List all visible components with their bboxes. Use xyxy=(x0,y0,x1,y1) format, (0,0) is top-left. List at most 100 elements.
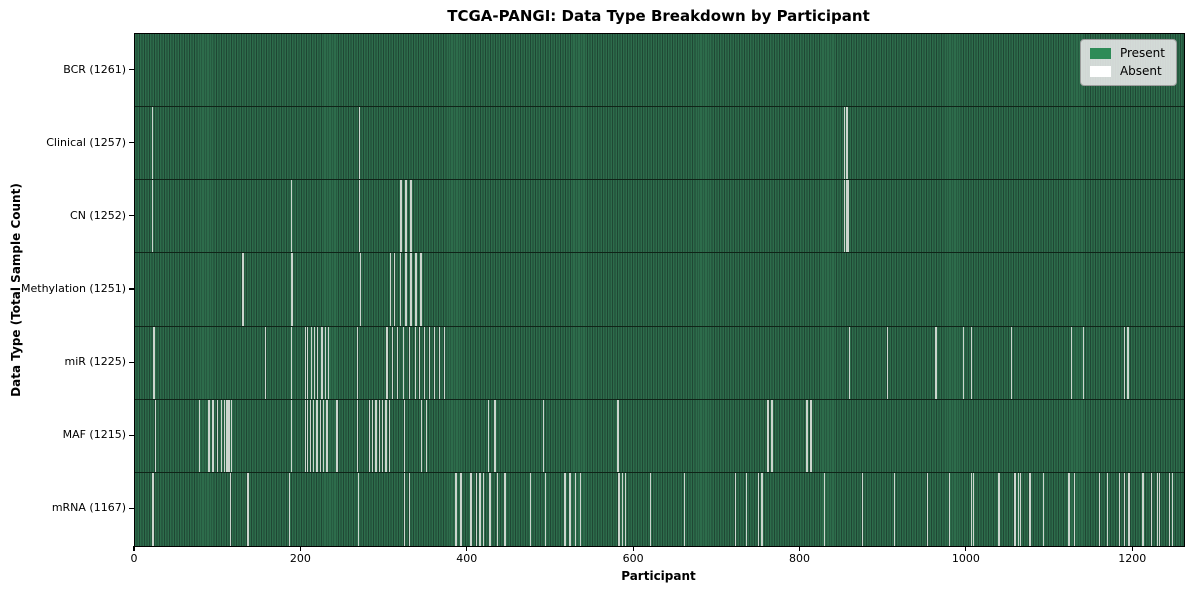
x-tick-mark xyxy=(965,546,967,551)
absent-mark xyxy=(154,399,157,472)
absent-mark xyxy=(530,472,532,546)
absent-mark xyxy=(569,472,571,546)
absent-mark xyxy=(617,399,619,472)
absent-mark xyxy=(378,399,381,472)
absent-mark xyxy=(1169,472,1171,546)
absent-mark xyxy=(199,399,201,472)
absent-mark xyxy=(358,180,361,253)
absent-mark xyxy=(402,326,405,399)
absent-mark xyxy=(455,472,457,546)
absent-mark xyxy=(420,253,422,326)
absent-mark xyxy=(972,472,974,546)
y-tick-label: miR (1225) xyxy=(64,355,127,369)
legend-item-present: Present xyxy=(1089,46,1165,60)
x-tick-mark xyxy=(133,546,135,551)
legend-label-present: Present xyxy=(1119,46,1165,60)
absent-mark xyxy=(998,472,1000,546)
absent-mark xyxy=(971,472,973,546)
absent-mark xyxy=(862,472,864,546)
absent-mark xyxy=(1124,472,1126,546)
x-tick-label: 200 xyxy=(289,552,311,565)
absent-mark xyxy=(843,107,846,180)
absent-mark xyxy=(684,472,686,546)
absent-mark xyxy=(948,472,950,546)
absent-mark xyxy=(476,472,478,546)
absent-mark xyxy=(1127,326,1129,399)
absent-mark xyxy=(649,472,652,546)
absent-mark xyxy=(153,326,155,399)
absent-mark xyxy=(1070,326,1073,399)
x-tick-label: 800 xyxy=(789,552,810,565)
row-mrna xyxy=(135,472,1184,546)
absent-mark xyxy=(962,326,965,399)
absent-mark xyxy=(375,399,377,472)
absent-mark xyxy=(290,180,292,253)
absent-mark xyxy=(935,326,937,399)
x-axis-label: Participant xyxy=(621,569,696,583)
absent-mark xyxy=(847,180,850,253)
absent-mark xyxy=(426,399,428,472)
absent-mark xyxy=(494,399,496,472)
absent-mark xyxy=(487,399,489,472)
x-tick-mark xyxy=(632,546,634,551)
absent-mark xyxy=(1142,472,1144,546)
x-tick-mark xyxy=(299,546,301,551)
absent-mark xyxy=(405,180,407,253)
absent-mark xyxy=(887,326,889,399)
absent-mark xyxy=(1020,472,1022,546)
y-tick-mark xyxy=(129,68,134,71)
absent-mark xyxy=(358,107,361,180)
absent-mark xyxy=(433,326,435,399)
absent-mark xyxy=(505,472,507,546)
absent-mark xyxy=(212,399,214,472)
absent-mark xyxy=(399,253,401,326)
y-tick-mark xyxy=(129,288,134,290)
y-tick-label: MAF (1215) xyxy=(62,428,126,442)
absent-mark xyxy=(1074,472,1076,546)
absent-mark xyxy=(264,326,267,399)
absent-mark xyxy=(290,326,292,399)
heatmap-rows xyxy=(135,34,1184,546)
x-tick-label: 0 xyxy=(130,552,138,565)
absent-mark xyxy=(1159,472,1161,546)
absent-mark xyxy=(392,326,394,399)
absent-mark xyxy=(151,107,153,180)
absent-mark xyxy=(460,472,462,546)
absent-mark xyxy=(423,326,425,399)
x-tick-mark xyxy=(1131,546,1133,551)
x-tick-label: 1200 xyxy=(1118,552,1147,565)
absent-mark xyxy=(242,253,244,326)
absent-mark xyxy=(368,399,371,472)
absent-mark xyxy=(313,326,316,399)
absent-mark xyxy=(1082,326,1084,399)
absent-mark xyxy=(421,399,423,472)
absent-mark xyxy=(624,472,627,546)
absent-mark xyxy=(151,180,153,253)
absent-mark xyxy=(357,472,360,546)
absent-mark xyxy=(489,472,491,546)
absent-mark xyxy=(479,472,481,546)
absent-mark xyxy=(806,399,808,472)
absent-mark xyxy=(810,399,812,472)
absent-mark xyxy=(324,326,326,399)
absent-mark xyxy=(1099,472,1101,546)
absent-mark xyxy=(761,472,763,546)
legend-label-absent: Absent xyxy=(1119,64,1162,78)
absent-mark xyxy=(428,326,430,399)
absent-mark xyxy=(745,472,747,546)
y-tick-mark xyxy=(129,434,134,436)
row-bcr xyxy=(135,34,1184,108)
absent-mark xyxy=(313,399,315,472)
absent-mark xyxy=(496,472,499,546)
row-cn xyxy=(135,180,1184,254)
absent-mark xyxy=(290,399,292,472)
absent-mark xyxy=(410,253,412,326)
y-tick-label: BCR (1261) xyxy=(63,62,126,76)
absent-mark xyxy=(1150,472,1153,546)
present-swatch-icon xyxy=(1089,48,1111,59)
y-tick-mark xyxy=(129,507,134,510)
absent-mark xyxy=(357,399,359,472)
y-tick-label: CN (1252) xyxy=(70,208,126,222)
absent-mark xyxy=(247,472,249,546)
